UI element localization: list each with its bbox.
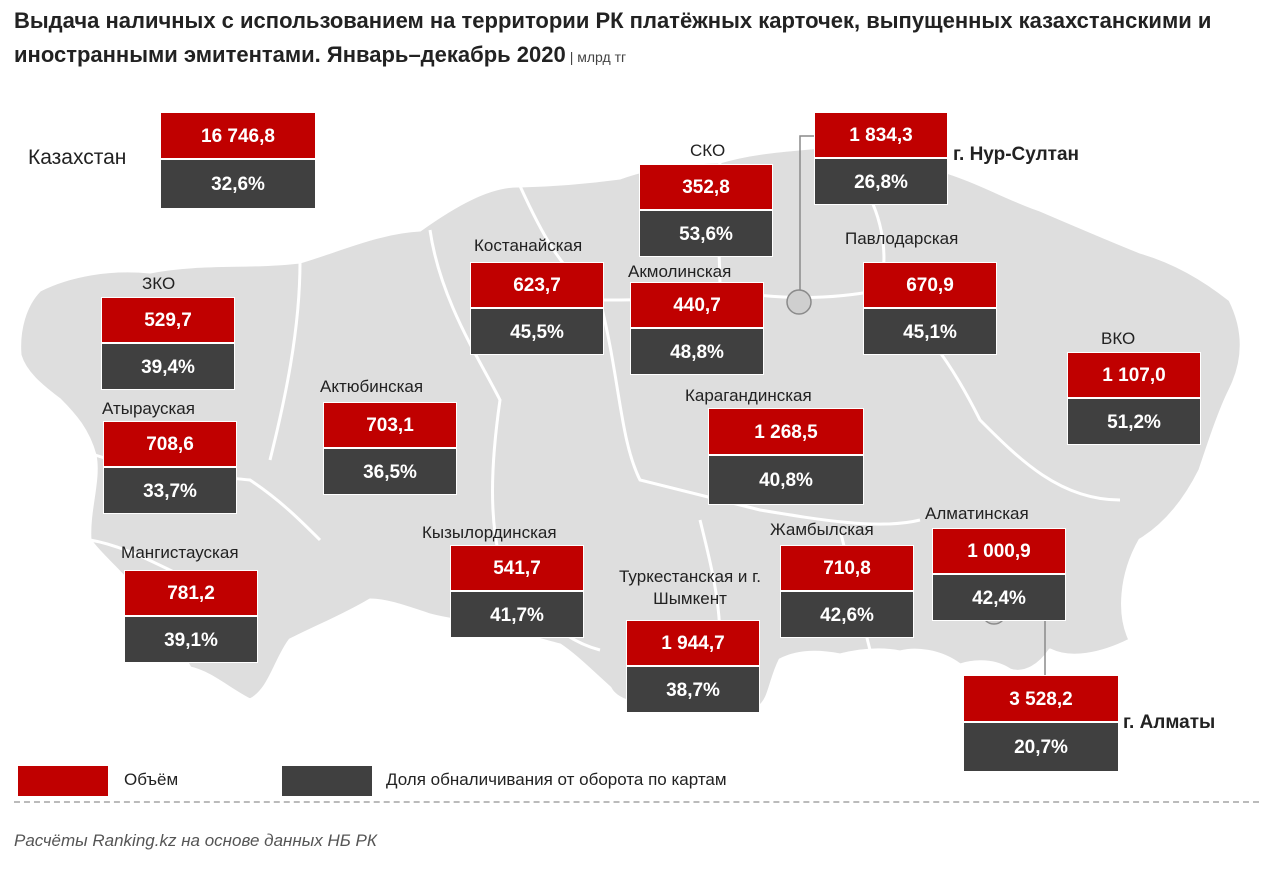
share-turkestan: 38,7% [626,666,760,713]
databox-kazakhstan: 16 746,8 32,6% [160,112,316,209]
label-almaty-city: г. Алматы [1123,712,1216,733]
share-pavlodar: 45,1% [863,308,997,355]
share-karaganda: 40,8% [708,455,864,505]
share-akmola: 48,8% [630,328,764,375]
label-kazakhstan: Казахстан [28,146,127,169]
databox-akmola: 440,7 48,8% [630,282,764,375]
unit-label: | млрд тг [569,49,627,65]
databox-nur-sultan: 1 834,3 26,8% [814,112,948,205]
divider [14,801,1259,803]
volume-pavlodar: 670,9 [863,262,997,308]
volume-kyzylorda: 541,7 [450,545,584,591]
label-sko: СКО [690,141,726,160]
volume-nur-sultan: 1 834,3 [814,112,948,158]
label-akmola: Акмолинская [628,262,732,281]
share-mangystau: 39,1% [124,616,258,663]
databox-sko: 352,8 53,6% [639,164,773,257]
chart-title: Выдача наличных с использованием на терр… [14,8,1212,67]
databox-karaganda: 1 268,5 40,8% [708,408,864,505]
label-atyrau: Атырауская [102,399,195,418]
share-aktobe: 36,5% [323,448,457,495]
label-pavlodar: Павлодарская [845,229,959,248]
volume-zhambyl: 710,8 [780,545,914,591]
databox-kostanay: 623,7 45,5% [470,262,604,355]
label-zhambyl: Жамбылская [770,520,874,539]
share-kyzylorda: 41,7% [450,591,584,638]
share-vko: 51,2% [1067,398,1201,445]
volume-mangystau: 781,2 [124,570,258,616]
volume-almaty-city: 3 528,2 [963,675,1119,722]
databox-atyrau: 708,6 33,7% [103,421,237,514]
label-kyzylorda: Кызылординская [422,523,557,542]
volume-almaty-region: 1 000,9 [932,528,1066,574]
label-kostanay: Костанайская [474,236,583,255]
label-mangystau: Мангистауская [121,543,239,562]
label-turkestan: Туркестанская и г. Шымкент [619,567,761,608]
databox-zko: 529,7 39,4% [101,297,235,390]
databox-pavlodar: 670,9 45,1% [863,262,997,355]
databox-vko: 1 107,0 51,2% [1067,352,1201,445]
volume-atyrau: 708,6 [103,421,237,467]
volume-kazakhstan: 16 746,8 [160,112,316,159]
databox-turkestan: 1 944,7 38,7% [626,620,760,713]
volume-karaganda: 1 268,5 [708,408,864,455]
label-nur-sultan: г. Нур-Султан [953,144,1079,165]
share-kostanay: 45,5% [470,308,604,355]
share-zko: 39,4% [101,343,235,390]
legend-swatch-volume [18,766,108,796]
legend-label-share: Доля обналичивания от оборота по картам [386,770,727,789]
share-nur-sultan: 26,8% [814,158,948,205]
label-almaty-region: Алматинская [925,504,1029,523]
databox-almaty-city: 3 528,2 20,7% [963,675,1119,772]
volume-zko: 529,7 [101,297,235,343]
label-aktobe: Актюбинская [320,377,424,396]
label-karaganda: Карагандинская [685,386,812,405]
share-almaty-city: 20,7% [963,722,1119,772]
databox-almaty-region: 1 000,9 42,4% [932,528,1066,621]
volume-akmola: 440,7 [630,282,764,328]
label-zko: ЗКО [142,274,176,293]
databox-mangystau: 781,2 39,1% [124,570,258,663]
share-sko: 53,6% [639,210,773,257]
databox-aktobe: 703,1 36,5% [323,402,457,495]
volume-aktobe: 703,1 [323,402,457,448]
source-note: Расчёты Ranking.kz на основе данных НБ Р… [14,831,377,850]
volume-turkestan: 1 944,7 [626,620,760,666]
databox-kyzylorda: 541,7 41,7% [450,545,584,638]
legend-swatch-share [282,766,372,796]
share-kazakhstan: 32,6% [160,159,316,209]
share-zhambyl: 42,6% [780,591,914,638]
volume-sko: 352,8 [639,164,773,210]
volume-vko: 1 107,0 [1067,352,1201,398]
share-atyrau: 33,7% [103,467,237,514]
legend-label-volume: Объём [124,770,179,789]
share-almaty-region: 42,4% [932,574,1066,621]
nur-sultan-callout [786,135,815,315]
volume-kostanay: 623,7 [470,262,604,308]
databox-zhambyl: 710,8 42,6% [780,545,914,638]
label-vko: ВКО [1101,329,1136,348]
